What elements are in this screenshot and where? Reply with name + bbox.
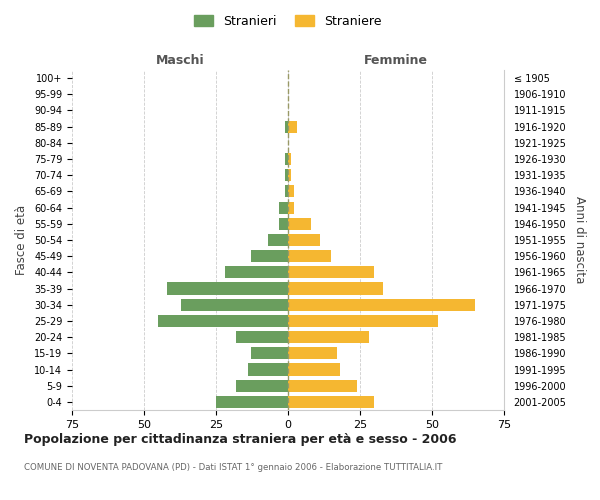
Bar xyxy=(251,250,288,262)
Bar xyxy=(236,380,288,392)
Bar xyxy=(280,202,288,213)
Bar xyxy=(288,186,294,198)
Bar xyxy=(288,169,291,181)
Bar xyxy=(251,348,288,360)
Bar xyxy=(288,202,294,213)
Text: Maschi: Maschi xyxy=(155,54,205,67)
Bar xyxy=(288,396,374,408)
Bar xyxy=(288,120,296,132)
Text: Femmine: Femmine xyxy=(364,54,428,67)
Text: COMUNE DI NOVENTA PADOVANA (PD) - Dati ISTAT 1° gennaio 2006 - Elaborazione TUTT: COMUNE DI NOVENTA PADOVANA (PD) - Dati I… xyxy=(24,462,442,471)
Bar xyxy=(288,380,357,392)
Bar xyxy=(285,120,288,132)
Bar xyxy=(224,266,288,278)
Bar xyxy=(288,348,337,360)
Bar xyxy=(288,153,291,165)
Bar xyxy=(236,331,288,343)
Bar xyxy=(285,153,288,165)
Y-axis label: Anni di nascita: Anni di nascita xyxy=(573,196,586,284)
Bar xyxy=(181,298,288,311)
Bar xyxy=(216,396,288,408)
Bar xyxy=(280,218,288,230)
Bar xyxy=(288,282,383,294)
Text: Popolazione per cittadinanza straniera per età e sesso - 2006: Popolazione per cittadinanza straniera p… xyxy=(24,432,457,446)
Bar xyxy=(288,218,311,230)
Bar xyxy=(288,331,368,343)
Legend: Stranieri, Straniere: Stranieri, Straniere xyxy=(191,11,385,32)
Bar xyxy=(288,234,320,246)
Bar xyxy=(288,250,331,262)
Bar xyxy=(167,282,288,294)
Bar xyxy=(288,298,475,311)
Bar xyxy=(268,234,288,246)
Bar xyxy=(285,186,288,198)
Bar xyxy=(248,364,288,376)
Bar xyxy=(285,169,288,181)
Bar xyxy=(288,364,340,376)
Bar xyxy=(288,266,374,278)
Bar xyxy=(288,315,438,327)
Bar xyxy=(158,315,288,327)
Y-axis label: Fasce di età: Fasce di età xyxy=(16,205,28,275)
